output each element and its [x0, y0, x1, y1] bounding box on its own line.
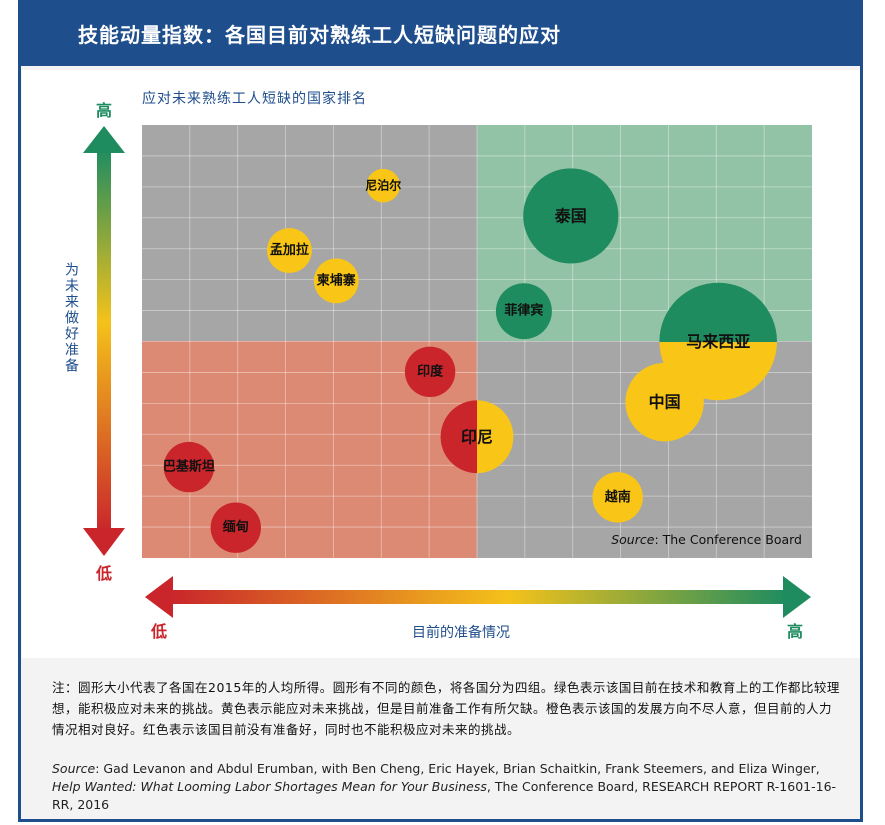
bubble-circle — [625, 362, 704, 442]
bubble-10: 巴基斯坦 — [163, 441, 215, 493]
source-prefix: Source — [52, 761, 96, 776]
bubble-12: 缅甸 — [210, 502, 261, 553]
bubble-2: 孟加拉 — [267, 228, 312, 273]
bubble-label: 泰国 — [554, 206, 587, 225]
bubble-circle — [495, 283, 552, 340]
bubble-circle — [163, 441, 215, 493]
bubble-circle — [267, 228, 312, 273]
y-axis-label: 为未来做好准备 — [63, 262, 79, 374]
chart-source-note: Source: The Conference Board — [611, 532, 802, 547]
quadrant-top-left — [142, 125, 477, 341]
bubble-label: 越南 — [604, 489, 631, 505]
chart-source-prefix: Source — [611, 532, 655, 547]
bubble-label: 柬埔寨 — [317, 272, 356, 288]
bubble-8: 中国 — [625, 362, 704, 442]
bubble-label: 缅甸 — [223, 519, 249, 535]
bubble-circle — [523, 168, 619, 264]
bubble-circle — [313, 258, 359, 304]
bubble-label: 菲律宾 — [504, 303, 543, 319]
bubble-5: 菲律宾 — [495, 283, 552, 340]
bubble-1: 尼泊尔 — [365, 168, 401, 203]
bubble-label: 孟加拉 — [270, 242, 309, 258]
bubble-label: 马来西亚 — [686, 332, 750, 351]
x-axis-arrow — [145, 576, 811, 618]
bubble-label: 印尼 — [461, 427, 493, 446]
bubble-4: 泰国 — [523, 168, 619, 264]
bubble-half — [659, 282, 777, 342]
bubble-7: 印度 — [404, 346, 456, 398]
x-axis-label: 目前的准备情况 — [412, 624, 510, 641]
bubble-circle — [592, 472, 643, 523]
y-axis-low-label: 低 — [95, 564, 112, 583]
bubble-circle — [366, 168, 401, 203]
bubble-9: 印尼 — [440, 400, 514, 474]
bubble-label: 中国 — [649, 393, 681, 412]
x-axis-high-label: 高 — [787, 622, 803, 641]
chart-title: 技能动量指数：各国目前对熟练工人短缺问题的应对 — [78, 23, 561, 47]
y-axis-arrow — [83, 126, 125, 556]
source-authors: : Gad Levanon and Abdul Erumban, with Be… — [95, 761, 820, 776]
bubble-circle — [210, 502, 261, 553]
bubble-circle — [404, 346, 456, 398]
source-title: Help Wanted: What Looming Labor Shortage… — [52, 779, 487, 794]
bubble-label: 印度 — [417, 363, 444, 379]
source-rest: , The Conference Board, RESEARCH REPORT … — [52, 779, 837, 812]
x-axis-low-label: 低 — [150, 622, 167, 641]
header-bar: 技能动量指数：各国目前对熟练工人短缺问题的应对 — [18, 0, 863, 66]
bubble-label: 尼泊尔 — [365, 178, 401, 193]
source-citation: Source: Gad Levanon and Abdul Erumban, w… — [52, 760, 852, 814]
chart-note: 注：圆形大小代表了各国在2015年的人均所得。圆形有不同的颜色，将各国分为四组。… — [52, 680, 840, 737]
y-axis-high-label: 高 — [96, 101, 112, 120]
bubble-half — [477, 400, 514, 474]
chart-source-text: The Conference Board — [662, 532, 802, 547]
chart-subtitle: 应对未来熟练工人短缺的国家排名 — [142, 91, 367, 107]
bubble-11: 越南 — [592, 472, 643, 523]
bubble-label: 巴基斯坦 — [163, 459, 215, 475]
bubble-half — [440, 400, 477, 474]
bubble-3: 柬埔寨 — [313, 258, 359, 304]
